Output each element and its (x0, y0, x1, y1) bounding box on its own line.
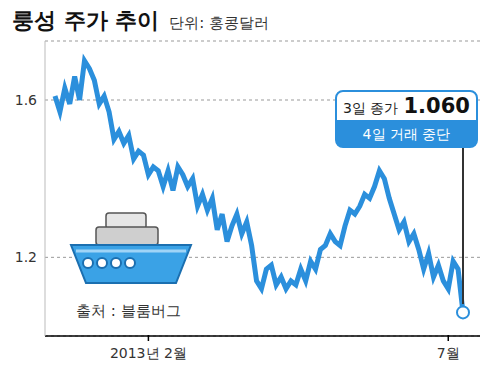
svg-text:1.6: 1.6 (15, 92, 37, 108)
html-text:4일 거래 중단: 4일 거래 중단 (362, 126, 451, 142)
html-text:3일 종가 1.060: 3일 종가 1.060 (343, 94, 470, 118)
svg-text:2013년 2월: 2013년 2월 (110, 345, 187, 361)
html-text:단위: 홍콩달러: 단위: 홍콩달러 (169, 14, 270, 32)
svg-text:7월: 7월 (437, 345, 460, 361)
html-text:출처 : 블룸버그: 출처 : 블룸버그 (76, 302, 181, 320)
html-text:룽성 주가 추이: 룽성 주가 추이 (12, 8, 160, 33)
svg-text:1.2: 1.2 (15, 249, 37, 265)
